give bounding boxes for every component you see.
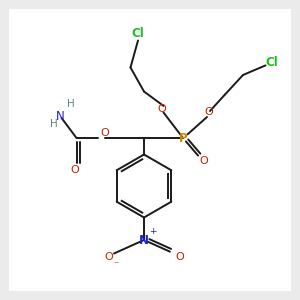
Text: +: + xyxy=(149,227,156,236)
Text: O: O xyxy=(175,252,184,262)
Text: Cl: Cl xyxy=(266,56,278,69)
FancyBboxPatch shape xyxy=(9,9,291,291)
Text: Cl: Cl xyxy=(132,27,144,40)
Text: H: H xyxy=(67,99,74,109)
Text: P: P xyxy=(179,131,187,145)
Text: O: O xyxy=(204,106,213,117)
Text: ⁻: ⁻ xyxy=(113,260,118,270)
Text: O: O xyxy=(158,104,166,114)
Text: H: H xyxy=(50,119,57,130)
Text: O: O xyxy=(100,128,109,139)
Text: O: O xyxy=(70,165,80,175)
Text: O: O xyxy=(104,252,113,262)
Text: N: N xyxy=(56,110,65,123)
Text: N: N xyxy=(139,233,149,247)
Text: O: O xyxy=(200,155,208,166)
